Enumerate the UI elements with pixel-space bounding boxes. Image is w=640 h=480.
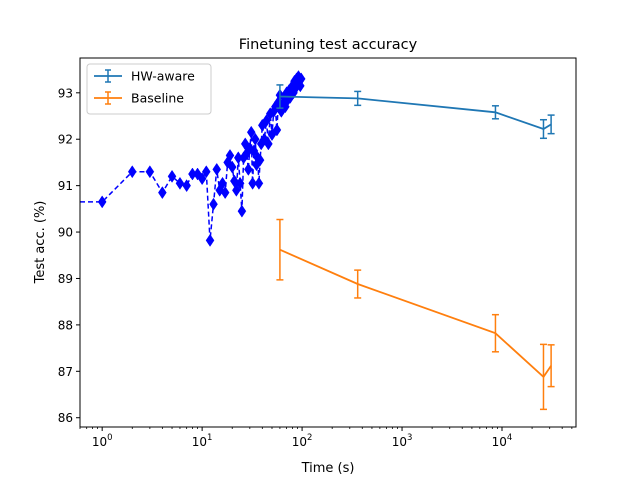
trace-point xyxy=(97,195,107,209)
trace-point xyxy=(205,233,215,247)
trace-point xyxy=(127,165,137,179)
hw-aware-errorbar xyxy=(276,84,284,109)
x-tick-exp: 3 xyxy=(407,433,412,443)
y-axis: 86 87 88 89 90 91 92 93 xyxy=(58,86,80,425)
legend-label: HW-aware xyxy=(131,69,195,84)
trace-point xyxy=(232,183,241,197)
trace-point xyxy=(244,162,253,176)
legend-entry-baseline: Baseline xyxy=(94,91,184,106)
x-tick-label: 101 xyxy=(192,433,213,449)
y-tick-label: 90 xyxy=(58,226,73,240)
y-tick-label: 86 xyxy=(58,411,73,425)
x-tick-exp: 1 xyxy=(207,433,212,443)
legend-entry-hw-aware: HW-aware xyxy=(94,69,195,84)
trace-point xyxy=(248,176,257,190)
chart-title: Finetuning test accuracy xyxy=(239,37,418,53)
y-tick-label: 89 xyxy=(58,272,73,286)
y-axis-label: Test acc. (%) xyxy=(33,201,48,285)
trace-point xyxy=(235,176,245,190)
hw-aware-errorbar xyxy=(539,118,547,140)
baseline-errorbar xyxy=(491,313,499,353)
hw-aware-errorbar xyxy=(547,114,555,135)
trace-point xyxy=(264,137,273,151)
x-tick-base: 10 xyxy=(392,435,407,449)
x-tick-exp: 2 xyxy=(307,433,312,443)
trace-point xyxy=(220,186,230,200)
hw-aware-errorbar xyxy=(354,90,362,107)
y-tick-label: 88 xyxy=(58,318,73,332)
axes-frame xyxy=(79,57,577,428)
y-tick-label: 87 xyxy=(58,365,73,379)
trace-point xyxy=(167,169,177,183)
trace-point xyxy=(158,186,167,200)
legend-label: Baseline xyxy=(131,91,184,106)
trace-point xyxy=(246,125,256,139)
trace-point xyxy=(182,179,191,193)
trace-point xyxy=(254,176,264,190)
baseline-errorbar xyxy=(276,218,284,281)
plot-area xyxy=(80,70,555,411)
x-axis-label: Time (s) xyxy=(301,461,355,476)
trace-point xyxy=(145,165,155,179)
x-tick-base: 10 xyxy=(192,435,207,449)
trace-point xyxy=(272,123,282,137)
x-tick-label: 104 xyxy=(492,433,513,449)
x-tick-exp: 4 xyxy=(507,433,512,443)
x-tick-base: 10 xyxy=(292,435,307,449)
x-axis: 100 101 102 103 104 xyxy=(79,427,573,449)
hw-aware-errorbar xyxy=(491,105,499,120)
baseline-errorbar xyxy=(539,343,547,411)
trace-point xyxy=(218,176,227,190)
trace-point xyxy=(212,162,222,176)
x-tick-label: 103 xyxy=(392,433,413,449)
baseline-errorbar xyxy=(354,269,362,299)
legend: HW-aware Baseline xyxy=(86,63,212,115)
trace-point xyxy=(296,72,306,86)
trace-point xyxy=(262,114,271,128)
trace-point xyxy=(255,153,265,167)
trace-point xyxy=(197,172,207,186)
x-tick-label: 102 xyxy=(292,433,313,449)
trace-point xyxy=(209,197,218,211)
trace-point xyxy=(250,132,260,146)
trace-point xyxy=(225,149,235,162)
trace-point xyxy=(227,160,237,174)
baseline-errorbar xyxy=(547,344,555,388)
x-tick-base: 10 xyxy=(492,435,507,449)
y-tick-label: 91 xyxy=(58,179,73,193)
trace-point xyxy=(201,165,211,179)
y-tick-label: 93 xyxy=(58,86,73,100)
trace-point xyxy=(237,204,247,218)
x-tick-exp: 0 xyxy=(107,433,112,443)
x-tick-base: 10 xyxy=(92,435,107,449)
x-tick-label: 100 xyxy=(92,433,113,449)
trace-point xyxy=(249,144,259,158)
y-tick-label: 92 xyxy=(58,133,73,147)
trace-point xyxy=(175,176,185,190)
